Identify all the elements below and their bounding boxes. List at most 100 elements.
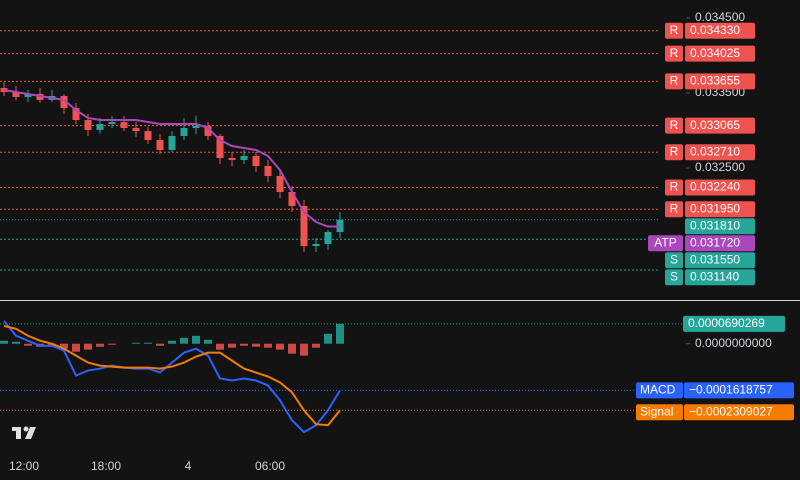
series-value-label: −0.0001618757 — [689, 383, 773, 397]
histogram-label-box — [683, 315, 785, 332]
x-tick-label: 18:00 — [91, 459, 121, 473]
candle-body — [108, 122, 116, 124]
candle-body — [240, 156, 248, 160]
price-tag: R — [670, 144, 679, 158]
x-tick-label: 06:00 — [255, 459, 285, 473]
candle-body — [144, 131, 152, 141]
price-tag-box — [665, 45, 683, 62]
candle-body — [300, 206, 308, 246]
price-label: 0.033065 — [690, 118, 740, 132]
candle-body — [156, 140, 164, 150]
histogram-bar — [132, 342, 140, 344]
price-label-box — [685, 235, 755, 252]
price-label: 0.031720 — [690, 235, 740, 249]
candle-body — [216, 135, 224, 159]
histogram-bar — [72, 343, 80, 352]
price-label-box — [685, 252, 755, 269]
price-tag-box — [665, 201, 683, 218]
price-label: 0.031550 — [690, 252, 740, 266]
price-label-box — [685, 269, 755, 286]
price-tag: S — [670, 269, 678, 283]
histogram-bar — [252, 343, 260, 347]
logo — [12, 426, 36, 439]
price-tag-box — [665, 73, 683, 90]
price-label: 0.031810 — [690, 218, 740, 232]
histogram-bar — [12, 341, 20, 344]
x-tick-label: 4 — [185, 459, 192, 473]
histogram-bar — [336, 323, 344, 344]
price-label: 0.032710 — [690, 144, 740, 158]
legend-label: MACD — [640, 383, 676, 397]
candle-body — [180, 128, 188, 136]
candle-body — [60, 96, 68, 108]
price-label-box — [685, 22, 755, 39]
candle-body — [204, 126, 212, 136]
histogram-bar — [96, 343, 104, 347]
price-label-box — [685, 218, 755, 235]
candle-body — [264, 165, 272, 177]
price-tag-box — [665, 117, 683, 134]
histogram-bar — [84, 343, 92, 350]
price-tag-box — [648, 235, 683, 252]
price-tag: R — [670, 118, 679, 132]
histogram-bar — [228, 343, 236, 348]
x-tick-label: 12:00 — [9, 459, 39, 473]
histogram-bar — [240, 343, 248, 346]
price-tag: S — [670, 252, 678, 266]
series-tag-box — [636, 382, 683, 399]
price-label-box — [685, 73, 755, 90]
candle-body — [192, 126, 200, 129]
price-tag-box — [665, 22, 683, 39]
series-value-box — [684, 404, 794, 421]
histogram-bar — [108, 343, 116, 345]
price-tag-box — [665, 144, 683, 161]
candle-body — [312, 243, 320, 246]
histogram-bar — [0, 340, 8, 344]
candle-body — [252, 156, 260, 166]
candle-body — [120, 122, 128, 129]
price-label-box — [685, 45, 755, 62]
price-label-box — [685, 179, 755, 196]
histogram-bar — [156, 343, 164, 346]
candle-body — [84, 120, 92, 130]
histogram-bar — [168, 340, 176, 344]
histogram-bar — [60, 343, 68, 349]
price-label-box — [685, 144, 755, 161]
histogram-bar — [312, 343, 320, 348]
candle-body — [132, 128, 140, 132]
histogram-bar — [192, 335, 200, 344]
price-tag: R — [670, 46, 679, 60]
price-label-box — [685, 117, 755, 134]
price-label: 0.031950 — [690, 201, 740, 215]
y-tick-label: 0.0000000000 — [695, 336, 772, 350]
candle-body — [168, 135, 176, 150]
histogram-bar — [144, 342, 152, 344]
price-tag-box — [665, 252, 683, 269]
candle-body — [324, 231, 332, 244]
histogram-bar — [24, 343, 32, 346]
candle-body — [228, 158, 236, 160]
price-label: 0.034330 — [690, 23, 740, 37]
candle-body — [276, 176, 284, 192]
macd-line — [3, 324, 341, 427]
price-tag: R — [670, 180, 679, 194]
candle-body — [288, 192, 296, 207]
macd-line — [3, 320, 341, 434]
price-tag: R — [670, 74, 679, 88]
price-label: 0.033655 — [690, 74, 740, 88]
histogram-bar — [216, 343, 224, 350]
histogram-bar — [264, 343, 272, 348]
histogram-bar — [324, 333, 332, 344]
y-tick-label: 0.034500 — [695, 10, 745, 24]
histogram-bar — [300, 343, 308, 356]
candle-body — [96, 123, 104, 130]
histogram-bar — [180, 337, 188, 344]
candle-body — [24, 93, 32, 97]
price-tag: ATP — [654, 235, 676, 249]
series-value-box — [684, 382, 794, 399]
price-label: 0.031140 — [690, 269, 739, 283]
price-tag: R — [670, 23, 679, 37]
histogram-bar — [204, 339, 212, 344]
